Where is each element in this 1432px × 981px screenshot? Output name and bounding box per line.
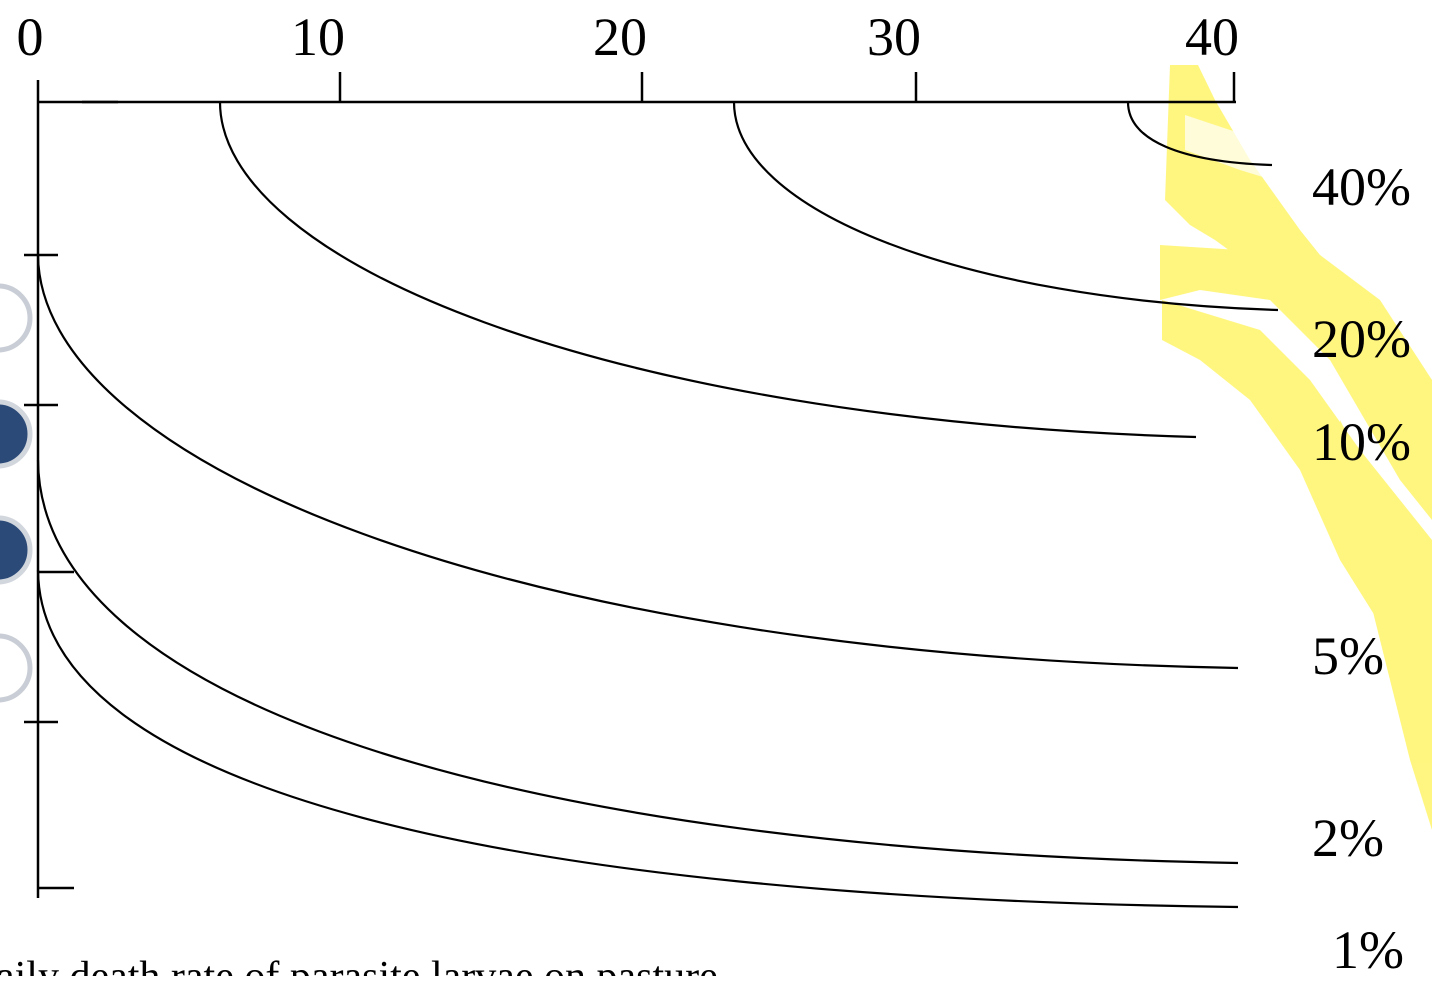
bullet-dark-1	[0, 399, 33, 469]
series-curves	[36, 101, 1279, 909]
watermark-stroke-4	[1340, 420, 1432, 830]
watermark-logo	[1160, 65, 1432, 830]
curve-10-percent	[218, 101, 1197, 439]
y-ticks	[24, 253, 74, 890]
x-tick-label: 40	[1185, 7, 1239, 67]
bullet-light-1	[0, 283, 33, 353]
x-tick-label: 0	[17, 7, 44, 67]
x-tick-label: 20	[593, 7, 647, 67]
watermark-stroke-2	[1160, 245, 1432, 520]
curve-5-percent	[36, 254, 1239, 670]
series-labels: 40% 20% 10% 5% 2% 1%	[1312, 157, 1411, 980]
x-ticks: 0 10 20 30 40	[17, 7, 1239, 102]
series-label-10: 10%	[1312, 412, 1411, 472]
x-tick-label: 30	[867, 7, 921, 67]
axes	[36, 80, 1236, 898]
series-label-40: 40%	[1312, 157, 1411, 217]
series-label-1: 1%	[1332, 920, 1404, 976]
curve-1-percent	[36, 569, 1239, 909]
curve-20-percent	[732, 101, 1279, 312]
curve-2-percent	[36, 459, 1239, 865]
chart-caption: aily death rate of parasite larvae on pa…	[0, 954, 718, 976]
curve-40-percent	[1126, 101, 1273, 167]
series-label-20: 20%	[1312, 309, 1411, 369]
bullet-light-2	[0, 633, 33, 703]
series-label-2: 2%	[1312, 808, 1384, 868]
bullet-dark-2	[0, 515, 33, 585]
watermark-stroke-5	[1185, 115, 1320, 190]
series-label-5: 5%	[1312, 626, 1384, 686]
left-bullets	[0, 283, 33, 703]
x-tick-label: 10	[291, 7, 345, 67]
